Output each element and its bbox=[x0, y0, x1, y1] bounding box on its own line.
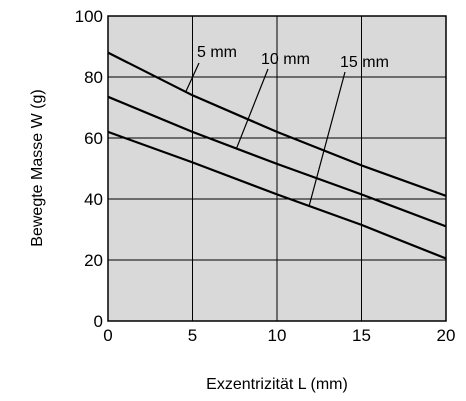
label-leader-0 bbox=[185, 62, 200, 93]
x-tick-label-20: 20 bbox=[437, 326, 456, 345]
x-axis-label: Exzentrizität L (mm) bbox=[206, 376, 348, 393]
x-tick-label-10: 10 bbox=[268, 326, 287, 345]
series-line-1 bbox=[107, 95, 447, 228]
x-tick-label-0: 0 bbox=[103, 326, 112, 345]
series-line-0 bbox=[107, 51, 447, 197]
y-tick-label-100: 100 bbox=[75, 7, 103, 26]
label-leaders bbox=[185, 62, 346, 207]
series-label-15mm: 15 mm bbox=[340, 54, 389, 71]
x-tick-label-15: 15 bbox=[352, 326, 371, 345]
y-tick-label-80: 80 bbox=[84, 68, 103, 87]
label-leader-2 bbox=[308, 71, 346, 207]
y-tick-label-60: 60 bbox=[84, 129, 103, 148]
x-tick-label-5: 5 bbox=[188, 326, 197, 345]
y-tick-label-20: 20 bbox=[84, 251, 103, 270]
y-axis-label: Bewegte Masse W (g) bbox=[29, 89, 46, 246]
label-leader-1 bbox=[235, 68, 269, 149]
series-label-10mm: 10 mm bbox=[261, 51, 310, 68]
y-tick-label-0: 0 bbox=[94, 312, 103, 331]
series-label-5mm: 5 mm bbox=[197, 44, 237, 61]
series-lines bbox=[107, 51, 447, 260]
plot-frame bbox=[107, 15, 447, 322]
series-line-2 bbox=[107, 130, 447, 260]
y-tick-label-40: 40 bbox=[84, 190, 103, 209]
tick-labels: 0 5 10 15 20 0 20 40 60 80 100 bbox=[75, 7, 456, 345]
